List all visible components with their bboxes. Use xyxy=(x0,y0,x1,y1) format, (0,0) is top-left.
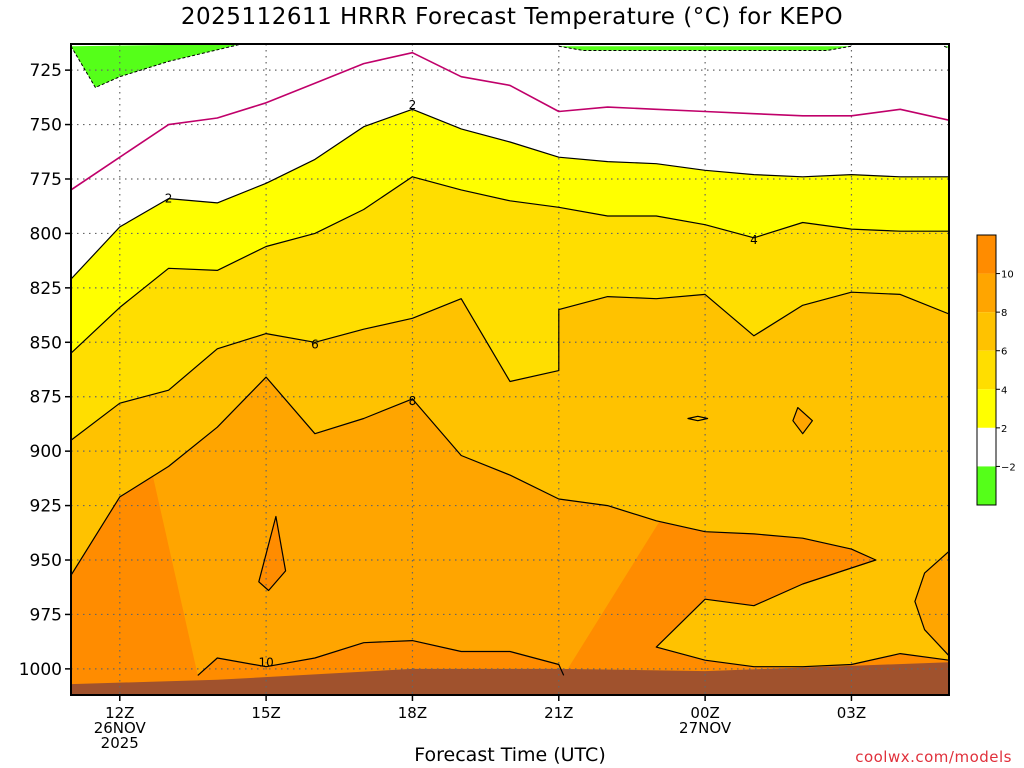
colorbar-swatch xyxy=(977,312,996,351)
x-tick-label: 00Z xyxy=(690,704,719,722)
x-tick-label: 15Z xyxy=(251,704,280,722)
x-tick-label: 27NOV xyxy=(679,719,732,737)
x-tick-label: 18Z xyxy=(398,704,427,722)
y-tick-label: 825 xyxy=(30,279,62,299)
colorbar-label: 8 xyxy=(1001,308,1007,319)
y-tick-label: 750 xyxy=(30,116,62,136)
plot-frame xyxy=(70,43,950,696)
y-tick-label: 925 xyxy=(30,497,62,517)
band-fill xyxy=(944,46,949,49)
y-tick-label: 1000 xyxy=(19,660,62,680)
credit-link[interactable]: coolwx.com/models xyxy=(855,748,1012,766)
colorbar-label: 6 xyxy=(1001,347,1007,358)
terrain-fill xyxy=(71,662,949,695)
y-tick-label: 800 xyxy=(30,224,62,244)
isotherm-8 xyxy=(914,550,949,657)
isotherm-6 xyxy=(687,415,709,422)
isotherm-8 xyxy=(71,376,949,668)
band-fill xyxy=(558,46,852,51)
band-fill xyxy=(71,44,949,280)
isotherm-minus2 xyxy=(943,45,949,49)
isotherm-zero xyxy=(71,51,949,191)
contour-label: 6 xyxy=(311,337,319,351)
isotherm-8 xyxy=(792,407,813,435)
contour-label: 8 xyxy=(409,394,417,408)
chart-title: 2025112611 HRRR Forecast Temperature (°C… xyxy=(180,4,844,30)
contour-label: 4 xyxy=(750,233,758,247)
isotherm-minus2 xyxy=(71,44,242,88)
contour-label: 10 xyxy=(258,655,273,669)
contour-label: 2 xyxy=(409,98,417,112)
colorbar-label: −2 xyxy=(1001,462,1016,473)
colorbar-swatch xyxy=(977,466,996,505)
colorbar-label: 2 xyxy=(1001,424,1007,435)
colorbar-swatch xyxy=(977,235,996,274)
x-tick-label: 26NOV xyxy=(94,719,147,737)
colorbar-swatch xyxy=(977,427,996,467)
x-tick-label: 2025 xyxy=(101,734,139,752)
isotherm-6 xyxy=(71,291,949,441)
x-tick-label: 03Z xyxy=(837,704,866,722)
band-fill xyxy=(71,44,242,88)
contour-label: 2 xyxy=(165,192,173,206)
isotherm-2 xyxy=(71,108,949,280)
y-tick-label: 875 xyxy=(30,388,62,408)
x-tick-label: 21Z xyxy=(544,704,573,722)
colorbar-swatch xyxy=(977,389,996,428)
colorbar: 10 8 6 4 2 −2 xyxy=(976,234,1016,506)
isotherm-10 xyxy=(258,515,287,592)
colorbar-label: 4 xyxy=(1001,385,1007,396)
x-axis-label: Forecast Time (UTC) xyxy=(414,744,606,766)
y-tick-label: 900 xyxy=(30,442,62,462)
y-tick-label: 950 xyxy=(30,551,62,571)
y-tick-label: 850 xyxy=(30,333,62,353)
y-tick-label: 975 xyxy=(30,605,62,625)
colorbar-label: 10 xyxy=(1001,270,1014,281)
x-tick-label: 12Z xyxy=(105,704,134,722)
colorbar-swatch xyxy=(977,273,996,313)
isotherm-4 xyxy=(71,176,949,354)
colorbar-swatch xyxy=(977,350,996,390)
isotherm-10 xyxy=(197,640,565,676)
y-tick-label: 725 xyxy=(30,61,62,81)
colorbar-frame xyxy=(976,234,997,506)
y-tick-label: 775 xyxy=(30,170,62,190)
isotherm-minus2 xyxy=(558,45,852,51)
